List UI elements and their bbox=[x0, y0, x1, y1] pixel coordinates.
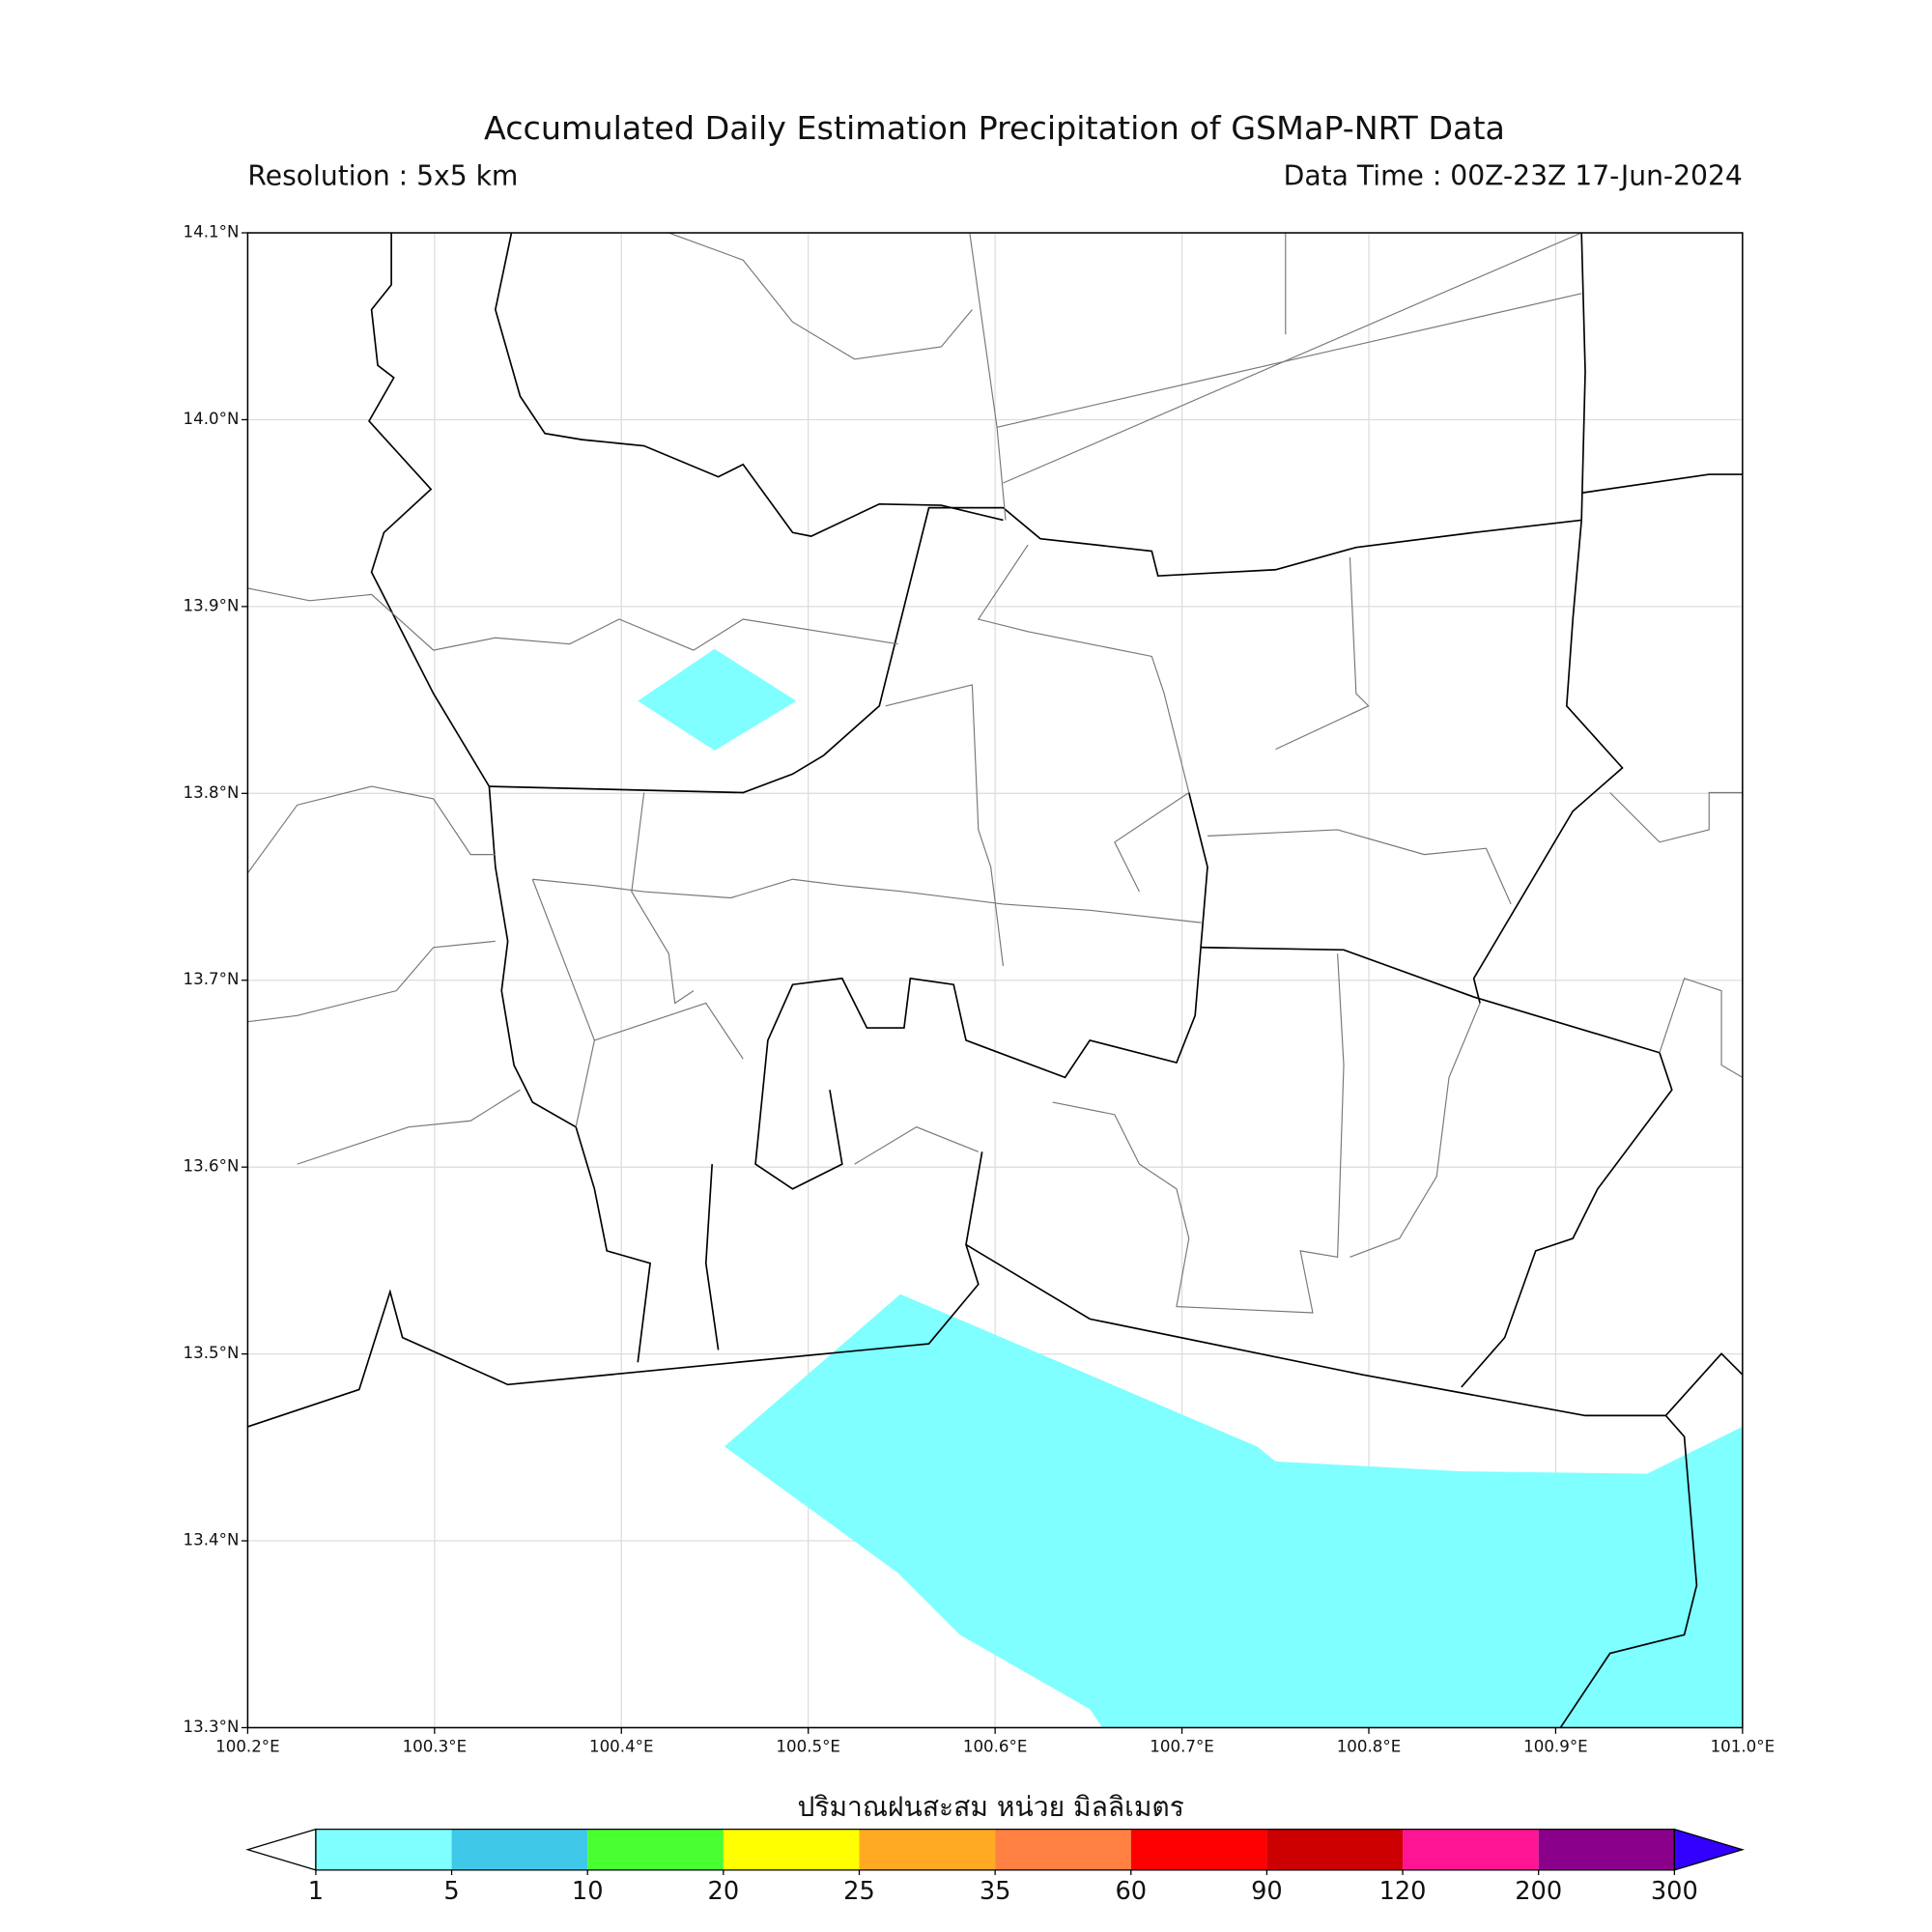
colorbar-tick-label: 1 bbox=[308, 1877, 324, 1906]
axes: 100.2°E 100.3°E 100.4°E 100.5°E 100.6°E 100.7… bbox=[184, 223, 1776, 1756]
x-tick-label: 100.4°E bbox=[589, 1737, 654, 1755]
resolution: Resolution : 5x5 km bbox=[247, 159, 518, 191]
y-tick-label: 13.8°N bbox=[184, 783, 240, 802]
district-line bbox=[1275, 556, 1370, 751]
province-boundary bbox=[1472, 233, 1624, 1004]
colorbar-segment bbox=[1538, 1829, 1675, 1870]
colorbar-tick-label: 10 bbox=[572, 1877, 604, 1906]
coastline bbox=[247, 1151, 983, 1428]
boundary bbox=[1664, 1352, 1744, 1416]
district-line bbox=[885, 684, 1005, 967]
colorbar-label: ปริมาณฝนสะสม หน่วย มิลลิเมตร bbox=[797, 1791, 1183, 1823]
colorbar-segment bbox=[1403, 1829, 1539, 1870]
colorbar-segment bbox=[1266, 1829, 1404, 1870]
y-tick-label: 13.5°N bbox=[184, 1344, 240, 1362]
x-tick-label: 101.0°E bbox=[1711, 1737, 1776, 1755]
colorbar-tick-label: 90 bbox=[1251, 1877, 1283, 1906]
district-line bbox=[246, 785, 496, 874]
colorbar-segment bbox=[315, 1829, 452, 1870]
x-tick-label: 100.7°E bbox=[1150, 1737, 1214, 1755]
colorbar: 1 5 10 20 25 35 60 90 120 200 300 bbox=[245, 1828, 1746, 1906]
colorbar-segment bbox=[995, 1829, 1131, 1870]
districts bbox=[246, 232, 1744, 1314]
rain-area bbox=[638, 648, 797, 751]
x-tick-label: 100.3°E bbox=[403, 1737, 468, 1755]
province-boundary bbox=[489, 506, 1582, 794]
colorbar-segment bbox=[723, 1829, 860, 1870]
district-line bbox=[297, 1089, 521, 1165]
district-line bbox=[1350, 1003, 1481, 1258]
y-tick-label: 13.4°N bbox=[184, 1531, 240, 1549]
y-tick-label: 13.3°N bbox=[184, 1718, 240, 1736]
rain-area bbox=[724, 1293, 1743, 1728]
y-tick-label: 13.7°N bbox=[184, 970, 240, 988]
coastline bbox=[965, 1243, 1698, 1728]
district-line bbox=[631, 792, 695, 1005]
district-line bbox=[532, 878, 1202, 923]
data-time: Data Time : 00Z-23Z 17-Jun-2024 bbox=[1284, 159, 1743, 191]
colorbar-tick-label: 25 bbox=[843, 1877, 875, 1906]
district-line bbox=[247, 587, 898, 651]
x-tick-label: 100.9°E bbox=[1523, 1737, 1588, 1755]
district-line bbox=[1659, 978, 1744, 1078]
colorbar-tick-label: 5 bbox=[443, 1877, 459, 1906]
district-line bbox=[1609, 791, 1743, 843]
map-frame bbox=[246, 232, 1744, 1729]
colorbar-segment bbox=[587, 1829, 724, 1870]
colorbar-segment bbox=[451, 1829, 588, 1870]
district-line bbox=[1052, 953, 1345, 1314]
province-boundary bbox=[754, 792, 1208, 1190]
province-boundary bbox=[1201, 946, 1673, 1388]
x-tick-label: 100.6°E bbox=[963, 1737, 1028, 1755]
y-tick-label: 14.1°N bbox=[184, 223, 240, 242]
district-line bbox=[668, 232, 973, 360]
colorbar-segment bbox=[1130, 1829, 1267, 1870]
x-tick-label: 100.2°E bbox=[215, 1737, 280, 1755]
province-boundary bbox=[704, 1164, 720, 1350]
district-line bbox=[247, 940, 496, 1023]
colorbar-tick-label: 300 bbox=[1651, 1877, 1698, 1906]
colorbar-tick-label: 120 bbox=[1379, 1877, 1427, 1906]
title: Accumulated Daily Estimation Precipitati… bbox=[484, 109, 1505, 147]
colorbar-tick-label: 20 bbox=[708, 1877, 740, 1906]
province-boundary bbox=[1581, 473, 1743, 495]
district-line bbox=[996, 293, 1582, 428]
district-line bbox=[1003, 232, 1582, 484]
colorbar-tick-label: 200 bbox=[1515, 1877, 1562, 1906]
boundaries bbox=[247, 232, 1744, 1728]
colorbar-segment bbox=[859, 1829, 996, 1870]
district-line bbox=[854, 1126, 980, 1165]
district-line bbox=[594, 1002, 744, 1060]
y-tick-label: 13.6°N bbox=[184, 1157, 240, 1176]
district-line bbox=[977, 544, 1190, 893]
x-tick-label: 100.8°E bbox=[1337, 1737, 1402, 1755]
province-boundary bbox=[494, 232, 1004, 537]
y-tick-label: 14.0°N bbox=[184, 410, 240, 428]
x-tick-label: 100.5°E bbox=[776, 1737, 840, 1755]
district-line bbox=[1207, 829, 1512, 905]
colorbar-tick-label: 60 bbox=[1115, 1877, 1147, 1906]
y-tick-label: 13.9°N bbox=[184, 596, 240, 614]
rain-areas bbox=[638, 648, 1743, 1728]
colorbar-tick-label: 35 bbox=[980, 1877, 1011, 1906]
